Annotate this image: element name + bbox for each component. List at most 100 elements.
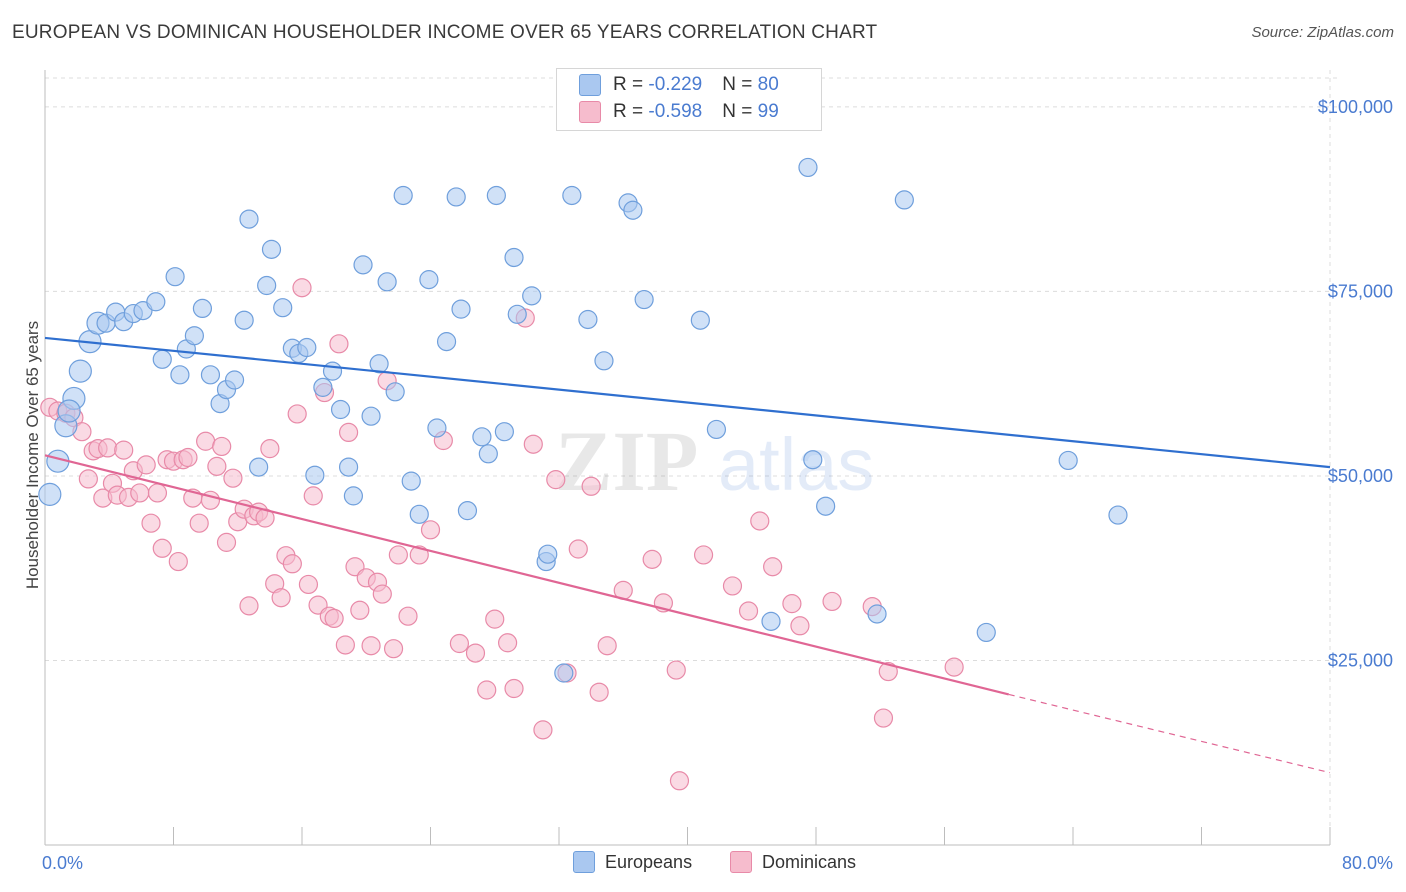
dominican-point — [498, 633, 518, 653]
european-point — [522, 286, 542, 306]
european-point — [578, 309, 598, 330]
dominican-point — [196, 431, 216, 451]
dominican-point — [388, 545, 408, 565]
european-point — [427, 418, 447, 438]
dominican-point — [449, 633, 470, 654]
dominican-point — [822, 591, 842, 612]
x-tick-label-min: 0.0% — [42, 853, 83, 873]
european-point — [706, 419, 727, 440]
european-point — [261, 239, 282, 259]
legend-item-dominicans[interactable]: Dominicans — [730, 850, 856, 873]
n-label: N = — [722, 74, 758, 96]
european-point — [385, 382, 405, 402]
european-point — [478, 444, 498, 464]
y-tick-label: $100,000 — [1318, 97, 1393, 117]
stats-legend: R = -0.229 N = 80 R = -0.598 N = 99 — [556, 68, 822, 131]
european-point — [894, 190, 914, 210]
european-point — [38, 482, 62, 507]
dominican-point — [666, 660, 686, 680]
european-point — [200, 365, 221, 385]
legend-label: Europeans — [605, 852, 693, 872]
svg-text:atlas: atlas — [718, 423, 874, 506]
dominican-point — [130, 483, 150, 503]
dominican-point — [212, 436, 232, 457]
svg-text:ZIP: ZIP — [555, 413, 698, 509]
grid-lines — [45, 70, 1340, 845]
dominican-point — [335, 635, 355, 655]
dominican-point — [642, 549, 662, 569]
x-tick-label-max: 80.0% — [1342, 853, 1393, 873]
european-point — [976, 622, 996, 643]
dominican-point — [763, 557, 783, 577]
dominican-point — [738, 601, 759, 621]
european-point — [257, 275, 277, 296]
dominican-point — [568, 539, 588, 559]
european-point — [798, 157, 818, 178]
european-point — [165, 267, 185, 287]
european-point — [554, 663, 574, 683]
dominicans-swatch — [579, 101, 601, 123]
dominican-point — [873, 708, 894, 728]
european-point — [562, 185, 582, 206]
axes — [44, 70, 1331, 846]
european-point — [486, 185, 506, 206]
dominican-point — [750, 511, 770, 531]
y-tick-label: $75,000 — [1328, 281, 1393, 301]
dominican-point — [546, 470, 566, 490]
european-point — [343, 486, 363, 506]
dominican-point — [790, 616, 810, 636]
dominican-point — [189, 513, 209, 533]
dominicans-swatch — [730, 850, 752, 873]
dominican-point — [533, 720, 553, 740]
european-point — [273, 298, 293, 318]
european-point — [494, 422, 514, 442]
european-point — [353, 255, 373, 275]
dominican-point — [878, 661, 898, 682]
r-value: -0.598 — [648, 101, 703, 123]
european-point — [761, 611, 781, 631]
dominican-point — [693, 545, 714, 565]
dominican-point — [589, 682, 609, 702]
dominican-point — [168, 551, 188, 572]
dominican-point — [303, 486, 323, 506]
european-point — [338, 457, 359, 477]
european-point — [313, 377, 333, 397]
european-point — [504, 247, 524, 268]
dominican-point — [136, 455, 156, 475]
dominican-point — [152, 538, 172, 558]
dominican-point — [98, 438, 118, 458]
y-axis-label: Householder Income Over 65 years — [23, 321, 42, 589]
european-point — [152, 349, 172, 369]
european-point — [436, 332, 457, 352]
dominican-point — [523, 434, 543, 454]
european-point — [446, 187, 466, 207]
european-point — [472, 427, 492, 447]
european-point — [249, 457, 269, 477]
y-tick-label: $50,000 — [1328, 466, 1393, 486]
europeans-swatch — [579, 74, 601, 96]
dominican-point — [409, 545, 429, 565]
dominicans-trend-line — [44, 454, 1010, 696]
european-point — [184, 326, 204, 346]
dominican-point — [147, 483, 168, 503]
european-point — [330, 399, 351, 420]
dominican-point — [597, 636, 617, 656]
european-point — [409, 504, 429, 524]
european-point — [68, 359, 92, 383]
dominican-point — [372, 584, 392, 604]
dominican-point — [260, 439, 280, 459]
legend-item-europeans[interactable]: Europeans — [573, 850, 693, 873]
watermark: ZIP atlas — [555, 413, 874, 509]
dominican-point — [504, 678, 524, 699]
dominican-point — [114, 440, 134, 460]
dominican-point — [216, 532, 237, 552]
source-label: Source: ZipAtlas.com — [1251, 24, 1394, 41]
r-label: R = — [613, 101, 649, 123]
dominican-point — [420, 520, 441, 540]
dominican-point — [78, 469, 98, 489]
dominican-point — [581, 476, 601, 496]
european-point — [57, 399, 81, 423]
european-point — [623, 200, 643, 220]
legend-row-dominicans: R = -0.598 N = 99 — [579, 101, 779, 125]
trend-lines — [44, 336, 1331, 774]
